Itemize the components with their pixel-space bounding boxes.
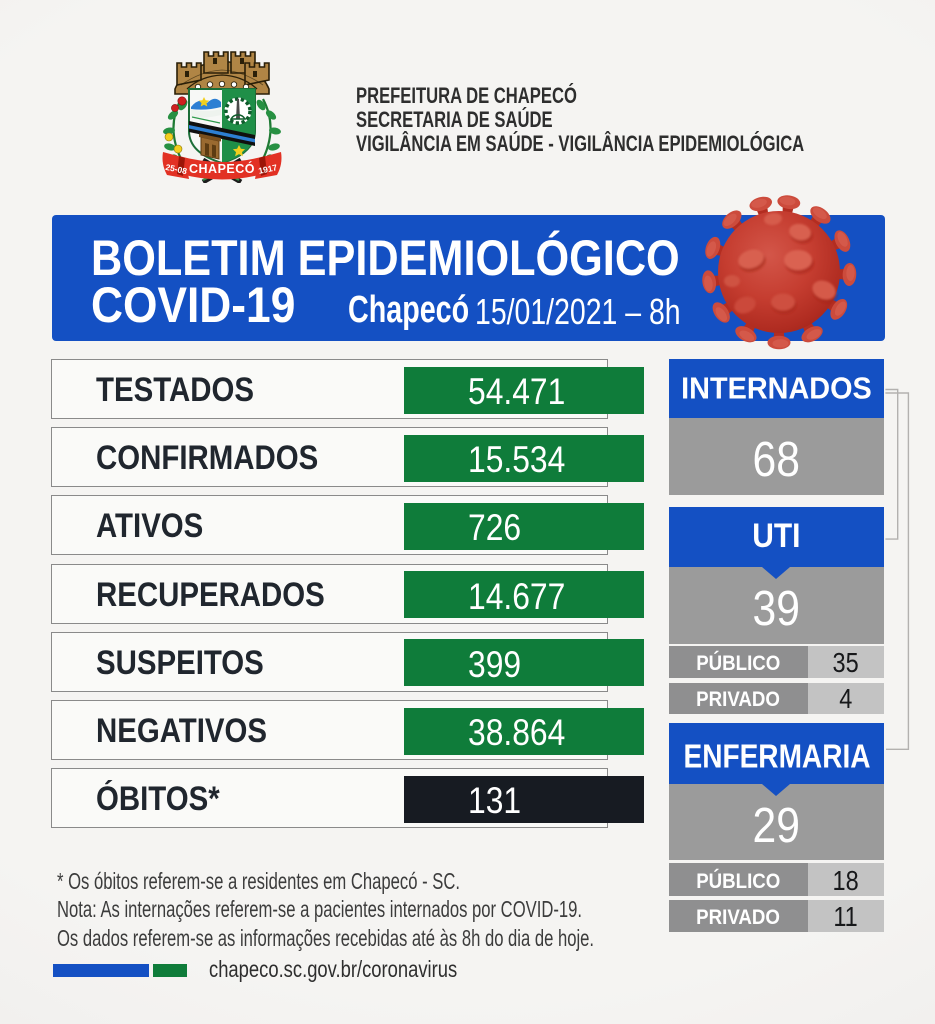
svg-text:1917: 1917 [257,162,278,176]
svg-text:CHAPECÓ: CHAPECÓ [189,161,255,176]
svg-text:25-08: 25-08 [165,162,189,176]
